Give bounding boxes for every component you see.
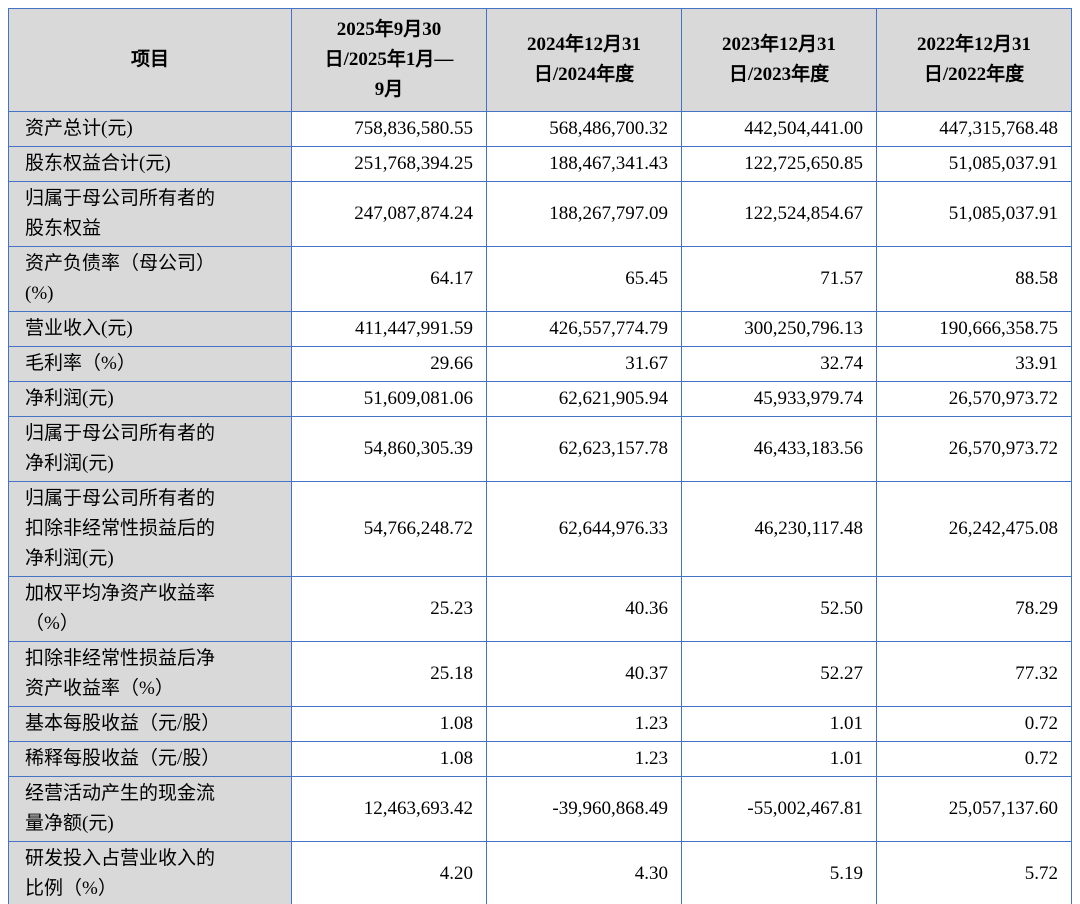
- row-label: 基本每股收益（元/股）: [8, 706, 292, 742]
- value-cell: 25,057,137.60: [876, 776, 1072, 842]
- table-row: 资产总计(元) 758,836,580.55 568,486,700.32 442,5…: [8, 111, 1072, 147]
- table-header-row: 项目 2025年9月30日/2025年1月—9月 2024年12月31日/202…: [8, 8, 1072, 112]
- value-cell: 247,087,874.24: [291, 181, 487, 247]
- value-cell: 26,570,973.72: [876, 381, 1072, 417]
- row-label: 扣除非经常性损益后净资产收益率（%）: [8, 641, 292, 707]
- row-label: 归属于母公司所有者的扣除非经常性损益后的净利润(元): [8, 481, 292, 577]
- row-label: 毛利率（%）: [8, 346, 292, 382]
- table-row: 扣除非经常性损益后净资产收益率（%） 25.18 40.37 52.27 77.32: [8, 641, 1072, 707]
- value-cell: 1.08: [291, 741, 487, 777]
- column-header-period-2024: 2024年12月31日/2024年度: [486, 8, 682, 112]
- value-cell: 62,623,157.78: [486, 416, 682, 482]
- table-row: 经营活动产生的现金流量净额(元) 12,463,693.42 -39,960,868…: [8, 776, 1072, 842]
- value-cell: 62,621,905.94: [486, 381, 682, 417]
- value-cell: 46,433,183.56: [681, 416, 877, 482]
- value-cell: 4.30: [486, 841, 682, 904]
- value-cell: 78.29: [876, 576, 1072, 642]
- row-label: 归属于母公司所有者的净利润(元): [8, 416, 292, 482]
- value-cell: 1.23: [486, 706, 682, 742]
- column-header-period-2022: 2022年12月31日/2022年度: [876, 8, 1072, 112]
- value-cell: 190,666,358.75: [876, 311, 1072, 347]
- value-cell: 51,609,081.06: [291, 381, 487, 417]
- row-label: 经营活动产生的现金流量净额(元): [8, 776, 292, 842]
- value-cell: 52.27: [681, 641, 877, 707]
- financial-metrics-table: 项目 2025年9月30日/2025年1月—9月 2024年12月31日/202…: [8, 8, 1072, 904]
- value-cell: 25.23: [291, 576, 487, 642]
- value-cell: 0.72: [876, 706, 1072, 742]
- table-row: 营业收入(元) 411,447,991.59 426,557,774.79 300,2…: [8, 311, 1072, 347]
- value-cell: 65.45: [486, 246, 682, 312]
- value-cell: 442,504,441.00: [681, 111, 877, 147]
- value-cell: 26,570,973.72: [876, 416, 1072, 482]
- value-cell: 51,085,037.91: [876, 181, 1072, 247]
- row-label: 研发投入占营业收入的比例（%）: [8, 841, 292, 904]
- value-cell: 568,486,700.32: [486, 111, 682, 147]
- value-cell: 33.91: [876, 346, 1072, 382]
- table-body: 资产总计(元) 758,836,580.55 568,486,700.32 442,5…: [8, 111, 1072, 904]
- value-cell: 411,447,991.59: [291, 311, 487, 347]
- table-row: 加权平均净资产收益率（%） 25.23 40.36 52.50 78.29: [8, 576, 1072, 642]
- column-header-period-2025: 2025年9月30日/2025年1月—9月: [291, 8, 487, 112]
- value-cell: 300,250,796.13: [681, 311, 877, 347]
- value-cell: 447,315,768.48: [876, 111, 1072, 147]
- value-cell: 1.01: [681, 741, 877, 777]
- value-cell: 45,933,979.74: [681, 381, 877, 417]
- table-row: 研发投入占营业收入的比例（%） 4.20 4.30 5.19 5.72: [8, 841, 1072, 904]
- value-cell: 426,557,774.79: [486, 311, 682, 347]
- value-cell: 51,085,037.91: [876, 146, 1072, 182]
- table-row: 归属于母公司所有者的净利润(元) 54,860,305.39 62,623,157.…: [8, 416, 1072, 482]
- value-cell: 46,230,117.48: [681, 481, 877, 577]
- value-cell: 122,725,650.85: [681, 146, 877, 182]
- row-label: 归属于母公司所有者的股东权益: [8, 181, 292, 247]
- value-cell: 40.36: [486, 576, 682, 642]
- value-cell: 5.19: [681, 841, 877, 904]
- value-cell: 77.32: [876, 641, 1072, 707]
- value-cell: 251,768,394.25: [291, 146, 487, 182]
- table-row: 稀释每股收益（元/股） 1.08 1.23 1.01 0.72: [8, 741, 1072, 777]
- column-header-item: 项目: [8, 8, 292, 112]
- row-label: 资产负债率（母公司）(%): [8, 246, 292, 312]
- value-cell: 1.08: [291, 706, 487, 742]
- row-label: 资产总计(元): [8, 111, 292, 147]
- value-cell: 88.58: [876, 246, 1072, 312]
- row-label: 加权平均净资产收益率（%）: [8, 576, 292, 642]
- value-cell: 52.50: [681, 576, 877, 642]
- row-label: 稀释每股收益（元/股）: [8, 741, 292, 777]
- value-cell: 40.37: [486, 641, 682, 707]
- value-cell: 62,644,976.33: [486, 481, 682, 577]
- value-cell: 29.66: [291, 346, 487, 382]
- value-cell: 54,766,248.72: [291, 481, 487, 577]
- value-cell: 188,467,341.43: [486, 146, 682, 182]
- value-cell: 71.57: [681, 246, 877, 312]
- value-cell: 32.74: [681, 346, 877, 382]
- table-row: 净利润(元) 51,609,081.06 62,621,905.94 45,933,9…: [8, 381, 1072, 417]
- value-cell: 25.18: [291, 641, 487, 707]
- table-row: 归属于母公司所有者的扣除非经常性损益后的净利润(元) 54,766,248.72 6…: [8, 481, 1072, 577]
- value-cell: 758,836,580.55: [291, 111, 487, 147]
- value-cell: 1.23: [486, 741, 682, 777]
- value-cell: 188,267,797.09: [486, 181, 682, 247]
- row-label: 股东权益合计(元): [8, 146, 292, 182]
- table-row: 资产负债率（母公司）(%) 64.17 65.45 71.57 88.58: [8, 246, 1072, 312]
- value-cell: 5.72: [876, 841, 1072, 904]
- value-cell: -39,960,868.49: [486, 776, 682, 842]
- table-row: 归属于母公司所有者的股东权益 247,087,874.24 188,267,797.…: [8, 181, 1072, 247]
- value-cell: 64.17: [291, 246, 487, 312]
- value-cell: 0.72: [876, 741, 1072, 777]
- row-label: 营业收入(元): [8, 311, 292, 347]
- value-cell: 31.67: [486, 346, 682, 382]
- value-cell: -55,002,467.81: [681, 776, 877, 842]
- value-cell: 54,860,305.39: [291, 416, 487, 482]
- column-header-period-2023: 2023年12月31日/2023年度: [681, 8, 877, 112]
- value-cell: 26,242,475.08: [876, 481, 1072, 577]
- row-label: 净利润(元): [8, 381, 292, 417]
- table-row: 基本每股收益（元/股） 1.08 1.23 1.01 0.72: [8, 706, 1072, 742]
- value-cell: 4.20: [291, 841, 487, 904]
- table-row: 毛利率（%） 29.66 31.67 32.74 33.91: [8, 346, 1072, 382]
- value-cell: 122,524,854.67: [681, 181, 877, 247]
- value-cell: 12,463,693.42: [291, 776, 487, 842]
- value-cell: 1.01: [681, 706, 877, 742]
- table-row: 股东权益合计(元) 251,768,394.25 188,467,341.43 122…: [8, 146, 1072, 182]
